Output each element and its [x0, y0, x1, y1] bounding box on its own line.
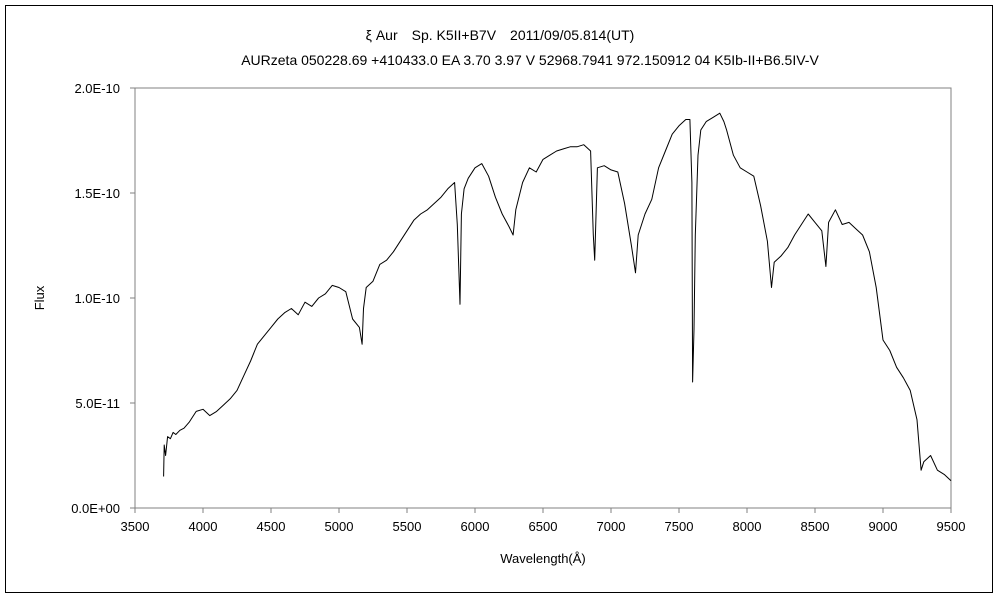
chart-frame — [5, 5, 993, 593]
y-axis-label: Flux — [32, 285, 47, 310]
y-tick-label: 1.5E-10 — [74, 186, 120, 201]
x-axis: 3500 4000 4500 5000 5500 6000 6500 7000 7500 8000… — [121, 508, 966, 534]
x-tick-label: 8500 — [801, 519, 830, 534]
y-tick-label: 1.0E-10 — [74, 291, 120, 306]
x-tick-label: 5500 — [393, 519, 422, 534]
x-tick-label: 8000 — [733, 519, 762, 534]
y-tick-label: 0.0E+00 — [71, 501, 120, 516]
x-tick-label: 7000 — [597, 519, 626, 534]
x-tick-label: 4000 — [189, 519, 218, 534]
x-tick-label: 7500 — [665, 519, 694, 534]
plot-area — [134, 87, 952, 509]
spectrum-line — [163, 112, 952, 482]
x-tick-label: 4500 — [257, 519, 286, 534]
chart-subtitle: AURzeta 050228.69 +410433.0 EA 3.70 3.97… — [241, 52, 819, 68]
x-tick-label: 9500 — [937, 519, 966, 534]
y-axis: 0.0E+00 5.0E-11 1.0E-10 1.5E-10 2.0E-10 — [71, 81, 135, 516]
x-axis-label: Wavelength(Å) — [500, 551, 586, 566]
x-tick-label: 6000 — [461, 519, 490, 534]
x-tick-label: 5000 — [325, 519, 354, 534]
x-tick-label: 9000 — [869, 519, 898, 534]
x-tick-label: 6500 — [529, 519, 558, 534]
chart-title: ξ Aur Sp. K5II+B7V 2011/09/05.814(UT) — [366, 27, 635, 43]
series-group — [163, 112, 952, 482]
x-tick-label: 3500 — [121, 519, 150, 534]
y-tick-label: 2.0E-10 — [74, 81, 120, 96]
y-tick-label: 5.0E-11 — [75, 396, 120, 411]
